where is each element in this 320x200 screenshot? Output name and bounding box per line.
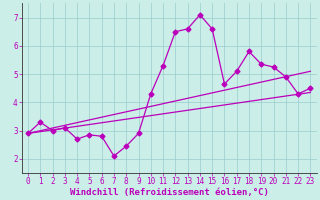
X-axis label: Windchill (Refroidissement éolien,°C): Windchill (Refroidissement éolien,°C) xyxy=(70,188,268,197)
